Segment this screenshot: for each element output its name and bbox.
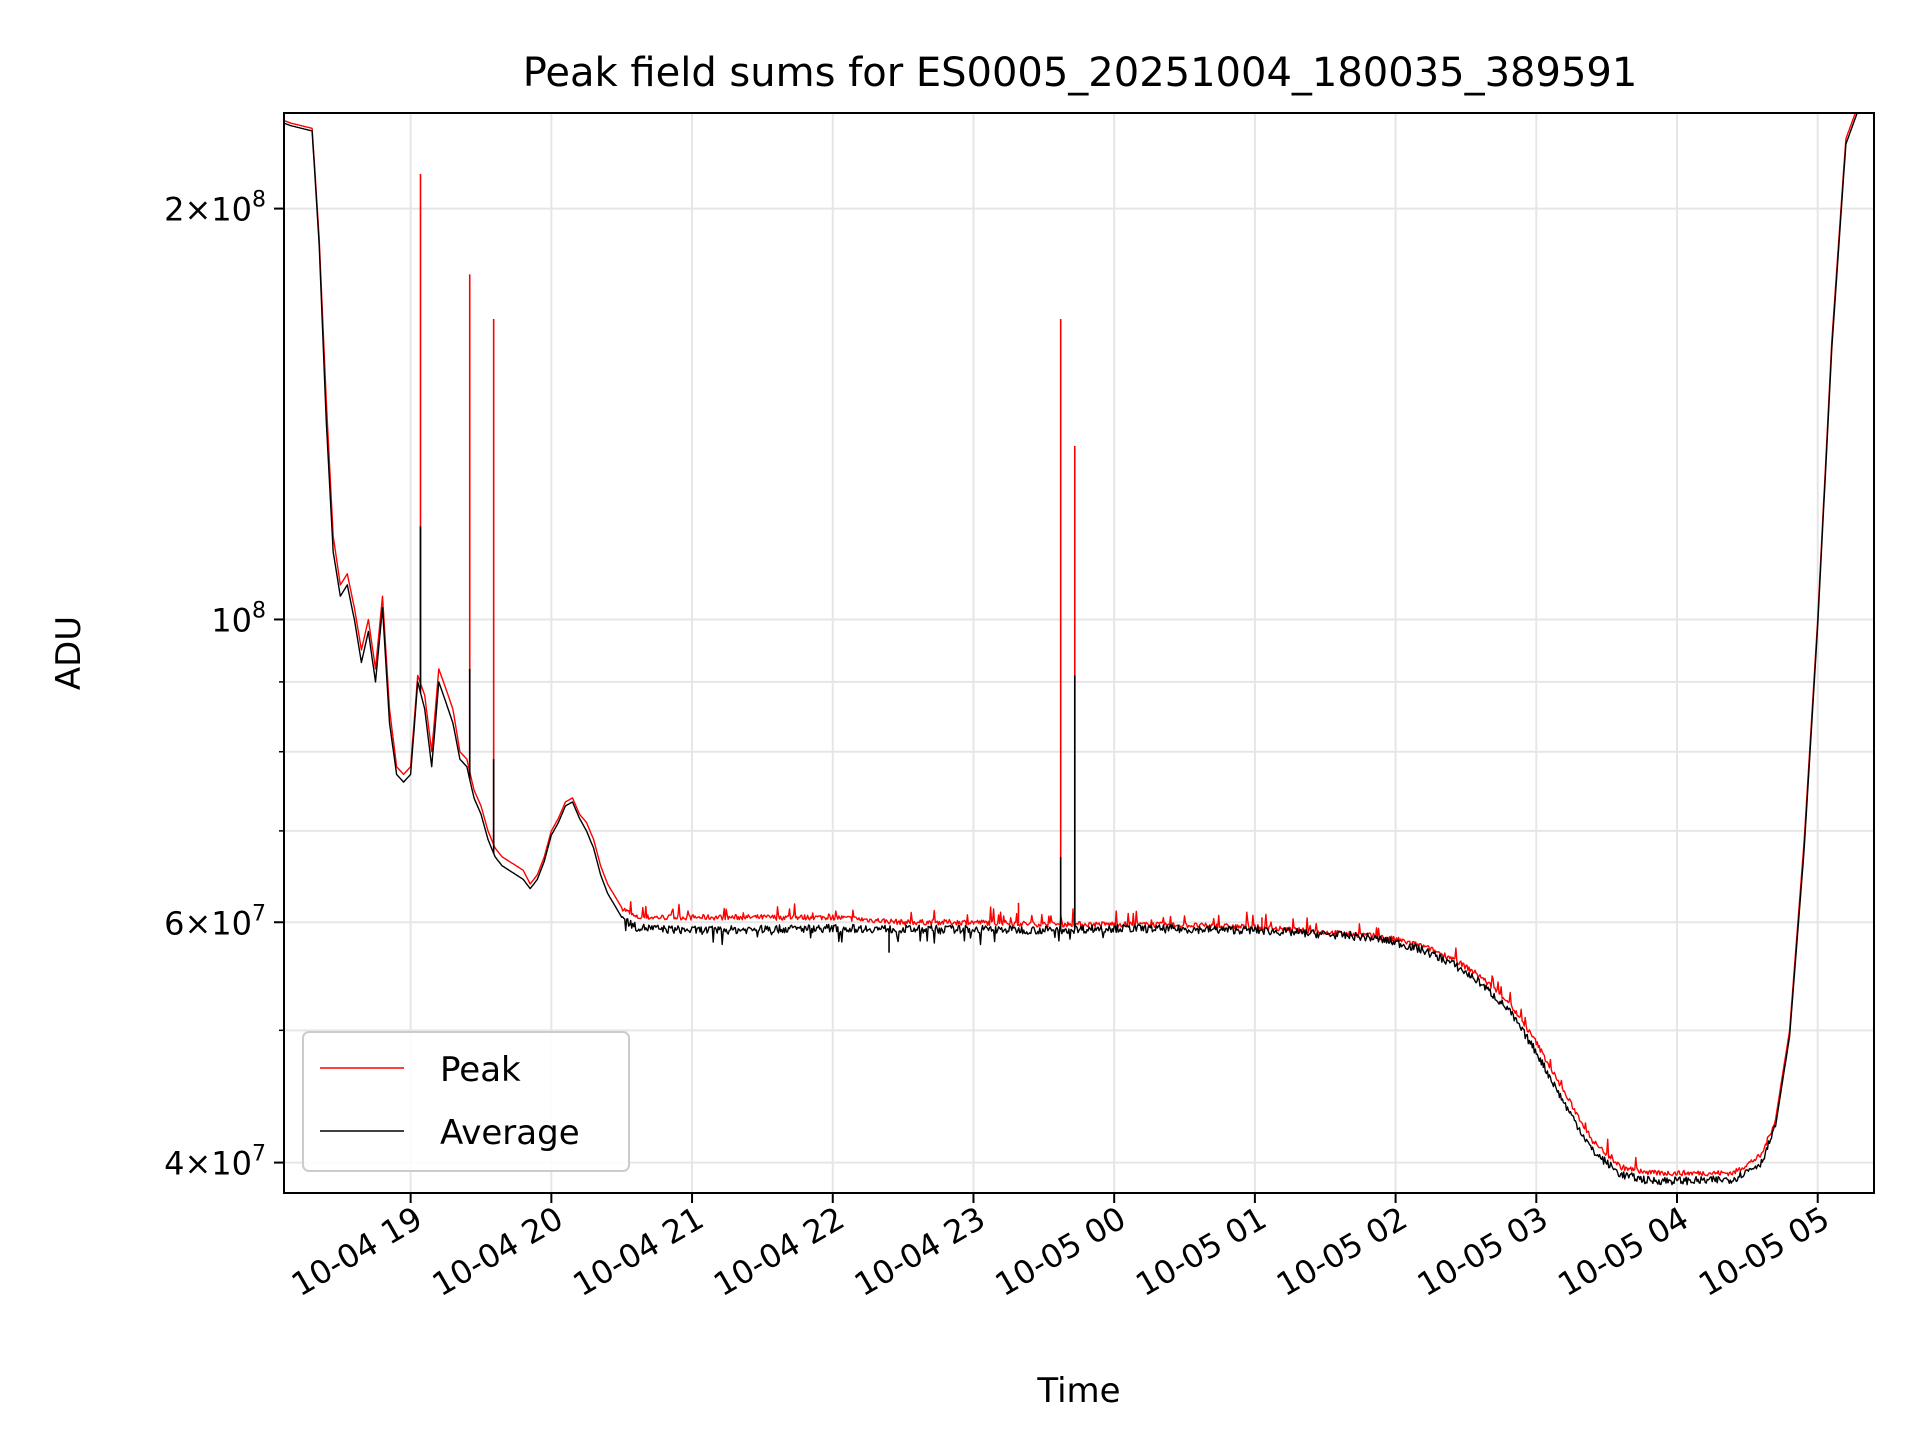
y-tick-label: 108 [211, 598, 266, 639]
legend-box [302, 1031, 630, 1172]
y-tick-base: 4×10 [164, 1145, 252, 1183]
y-tick-exponent: 8 [252, 188, 266, 213]
y-tick-exponent: 7 [252, 901, 266, 926]
plot-frame [283, 112, 1875, 1194]
y-tick-base: 6×10 [164, 904, 252, 942]
y-tick-base: 10 [211, 601, 252, 639]
series-group [284, 113, 1858, 1186]
x-axis-label: Time [1036, 1371, 1120, 1411]
series-line-average [284, 113, 1858, 1186]
y-tick-exponent: 8 [252, 598, 266, 623]
series-line-peak [284, 113, 1857, 1177]
legend-average-label: Average [440, 1113, 580, 1153]
y-tick-label: 6×107 [164, 901, 266, 942]
y-tick-label: 4×107 [164, 1142, 266, 1183]
legend-peak-label: Peak [440, 1050, 521, 1090]
chart-title: Peak field sums for ES0005_20251004_1800… [523, 50, 1638, 96]
y-tick-base: 2×10 [164, 191, 252, 229]
y-axis-label: ADU [49, 616, 89, 690]
legend: Peak Average [302, 1031, 630, 1172]
y-tick-exponent: 7 [252, 1142, 266, 1167]
y-tick-label: 2×108 [164, 188, 266, 229]
